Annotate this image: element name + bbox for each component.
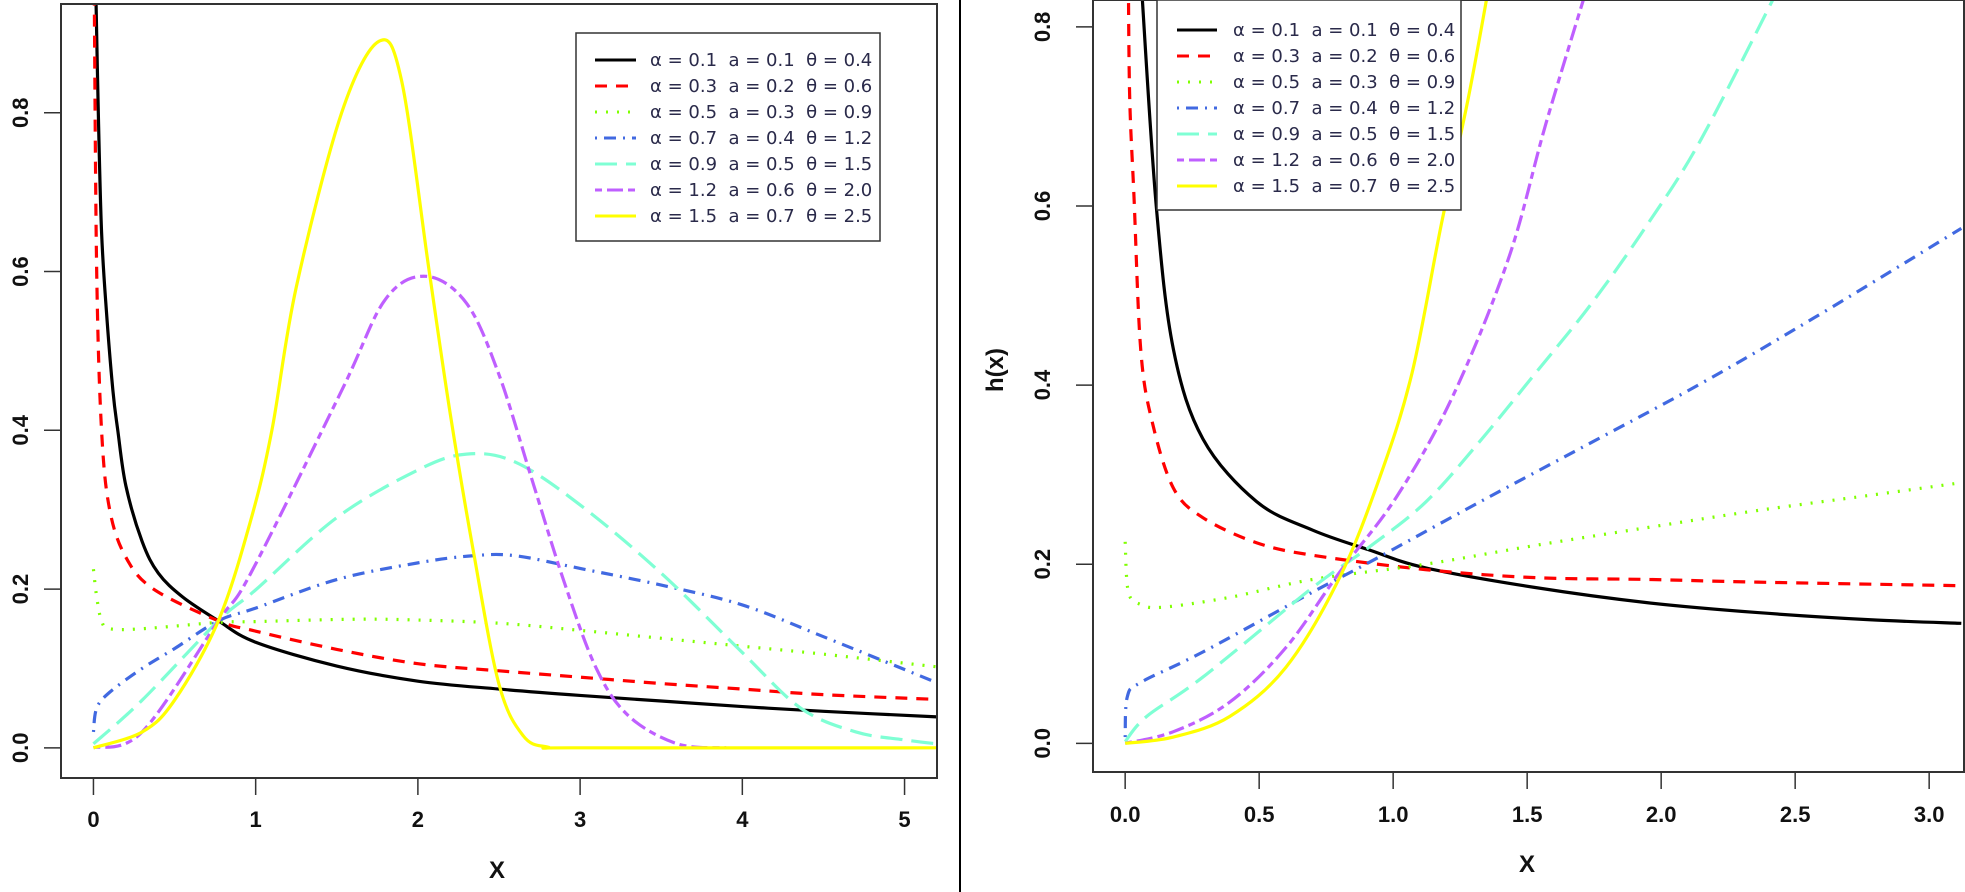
y-tick-label: 0.8 xyxy=(1030,12,1055,43)
series-line-4 xyxy=(1123,227,1963,738)
y-tick-label: 0.2 xyxy=(1030,549,1055,580)
y-tick-label: 0.0 xyxy=(8,733,33,764)
legend-label: α = 0.3 a = 0.2 θ = 0.6 xyxy=(650,76,872,97)
legend-label: α = 0.9 a = 0.5 θ = 1.5 xyxy=(650,154,872,175)
series-line-3 xyxy=(91,569,937,669)
x-tick-label: 3 xyxy=(574,807,586,832)
legend: α = 0.1 a = 0.1 θ = 0.4 α = 0.3 a = 0.2 θ… xyxy=(575,32,881,242)
y-tick-label: 0.0 xyxy=(1030,728,1055,759)
x-tick-label: 0 xyxy=(87,807,99,832)
series-line-6 xyxy=(1124,0,1585,745)
legend-label: α = 0.9 a = 0.5 θ = 1.5 xyxy=(1233,124,1455,145)
y-tick-label: 0.8 xyxy=(8,97,33,128)
series-line-4 xyxy=(91,552,937,733)
legend-label: α = 1.5 a = 0.7 θ = 2.5 xyxy=(1233,176,1455,197)
x-tick-label: 2 xyxy=(412,807,424,832)
density-panel: 0 1 2 3 4 5 0.0 0.2 0.4 0.6 0.8 Xα = 0.1 a = 0.1 θ … xyxy=(8,3,938,884)
x-tick-label: 1.0 xyxy=(1378,802,1409,827)
series-line-7 xyxy=(92,38,937,750)
legend-label: α = 0.7 a = 0.4 θ = 1.2 xyxy=(1233,98,1455,119)
y-tick-label: 0.2 xyxy=(8,574,33,605)
hazard-panel: 0.0 0.5 1.0 1.5 2.0 2.5 3.0 0.0 0.2 0.4 0.6 0.8 Xh(x… xyxy=(982,0,1965,878)
x-tick-label: 0.5 xyxy=(1244,802,1275,827)
plot-frame xyxy=(60,3,938,779)
legend-label: α = 1.2 a = 0.6 θ = 2.0 xyxy=(1233,150,1455,171)
series-line-5 xyxy=(92,452,937,746)
y-tick-label: 0.4 xyxy=(8,414,33,445)
x-tick-label: 2.5 xyxy=(1780,802,1811,827)
x-tick-label: 4 xyxy=(736,807,749,832)
legend-label: α = 0.5 a = 0.3 θ = 0.9 xyxy=(650,102,872,123)
legend-label: α = 0.5 a = 0.3 θ = 0.9 xyxy=(1233,72,1455,93)
legend-label: α = 1.2 a = 0.6 θ = 2.0 xyxy=(650,180,872,201)
y-tick-label: 0.4 xyxy=(1030,369,1055,400)
series-group xyxy=(91,4,937,750)
legend: α = 0.1 a = 0.1 θ = 0.4 α = 0.3 a = 0.2 θ… xyxy=(1156,0,1462,211)
series-line-6 xyxy=(92,274,727,750)
legend-label: α = 0.1 a = 0.1 θ = 0.4 xyxy=(1233,20,1455,41)
x-tick-label: 5 xyxy=(898,807,910,832)
y-tick-label: 0.6 xyxy=(8,256,33,287)
legend-label: α = 0.3 a = 0.2 θ = 0.6 xyxy=(1233,46,1455,67)
y-tick-label: 0.6 xyxy=(1030,191,1055,222)
x-tick-label: 2.0 xyxy=(1646,802,1677,827)
series-line-5 xyxy=(1123,0,1775,743)
legend-frame xyxy=(575,32,881,242)
x-tick-label: 1 xyxy=(250,807,262,832)
x-tick-label: 3.0 xyxy=(1914,802,1945,827)
x-axis-title: X xyxy=(1519,851,1535,878)
plot-frame xyxy=(1092,0,1965,773)
x-tick-label: 1.5 xyxy=(1512,802,1543,827)
x-axis-title: X xyxy=(489,857,505,884)
legend-label: α = 0.1 a = 0.1 θ = 0.4 xyxy=(650,50,872,71)
legend-label: α = 1.5 a = 0.7 θ = 2.5 xyxy=(650,206,872,227)
y-axis-title: h(x) xyxy=(982,348,1009,392)
x-tick-label: 0.0 xyxy=(1110,802,1141,827)
series-line-1 xyxy=(1140,0,1962,625)
legend-frame xyxy=(1156,0,1462,211)
legend-label: α = 0.7 a = 0.4 θ = 1.2 xyxy=(650,128,872,149)
